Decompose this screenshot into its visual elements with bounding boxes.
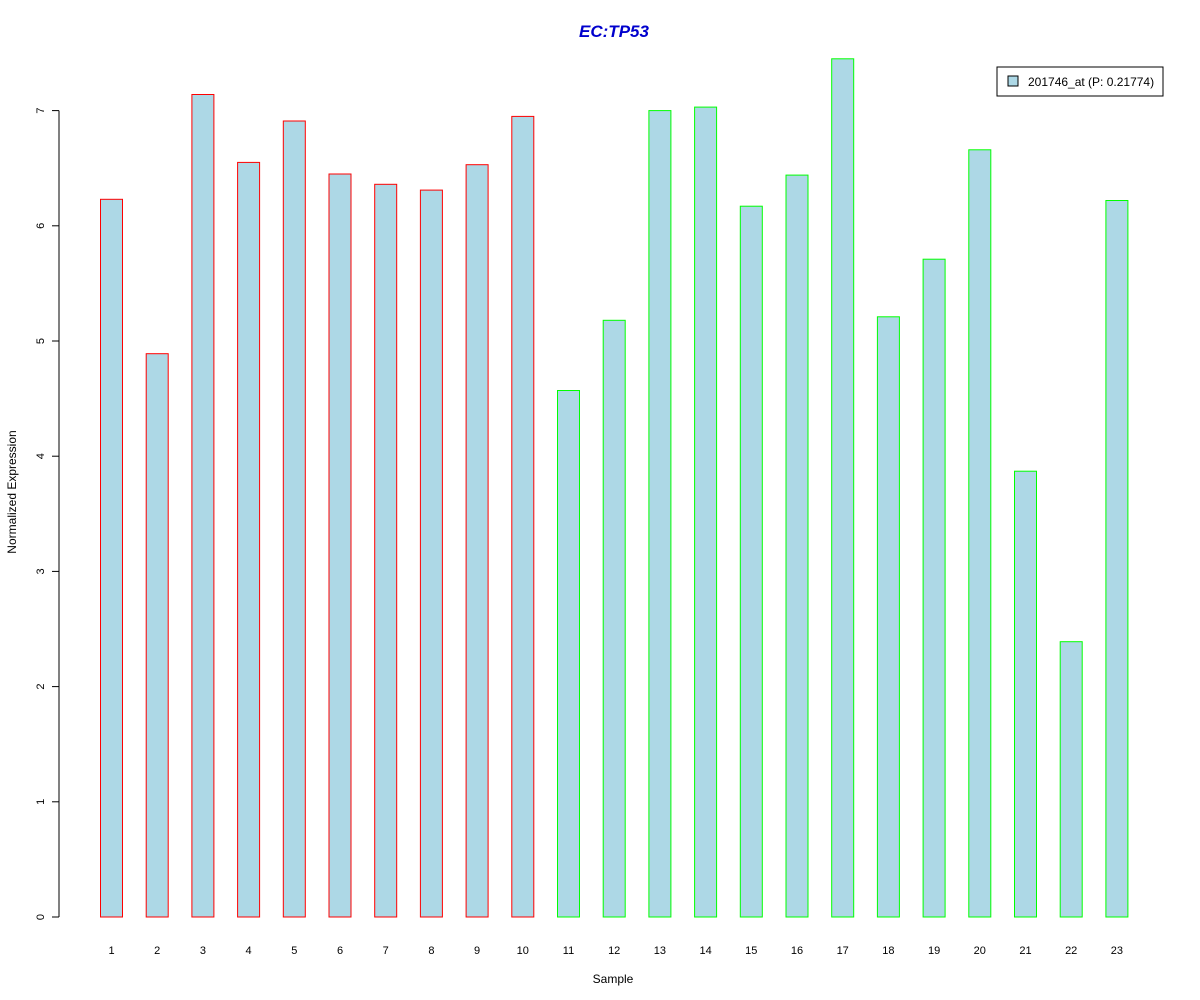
bar-sample-7 (374, 183, 398, 918)
x-tick-label: 6 (337, 945, 343, 957)
x-tick-label: 13 (654, 945, 666, 957)
legend: 201746_at (P: 0.21774) (996, 66, 1164, 97)
y-tick-label: 2 (35, 684, 47, 690)
y-tick-label: 1 (35, 799, 47, 805)
x-tick-label: 10 (517, 945, 529, 957)
y-tick-label: 3 (35, 568, 47, 574)
bar-sample-23 (1105, 200, 1129, 918)
x-tick-label: 5 (291, 945, 297, 957)
bar-sample-10 (511, 115, 535, 918)
y-tick-label: 0 (35, 914, 47, 920)
chart-title: EC:TP53 (579, 22, 649, 41)
bar-sample-3 (191, 94, 215, 918)
x-tick-label: 7 (383, 945, 389, 957)
x-tick-label: 19 (928, 945, 940, 957)
y-tick-label: 5 (35, 338, 47, 344)
bar-sample-18 (876, 316, 900, 918)
bar-sample-21 (1014, 470, 1037, 918)
y-axis-label: Normalized Expression (5, 430, 19, 553)
bar-sample-11 (557, 390, 580, 918)
bar-sample-2 (145, 353, 169, 918)
y-tick-label: 6 (35, 223, 47, 229)
x-tick-label: 16 (791, 945, 803, 957)
legend-swatch (1007, 75, 1019, 87)
bar-sample-19 (922, 258, 946, 918)
bar-sample-15 (739, 205, 763, 918)
bar-sample-14 (694, 106, 718, 918)
x-tick-label: 17 (837, 945, 849, 957)
x-tick-label: 15 (745, 945, 757, 957)
bar-sample-5 (282, 120, 306, 918)
x-tick-label: 2 (154, 945, 160, 957)
bar-sample-4 (237, 161, 261, 918)
bars (100, 58, 1129, 918)
bar-sample-20 (968, 149, 992, 918)
x-tick-label: 22 (1065, 945, 1077, 957)
x-tick-label: 14 (699, 945, 711, 957)
x-tick-label: 12 (608, 945, 620, 957)
bar-sample-6 (328, 173, 352, 918)
x-tick-label: 23 (1111, 945, 1123, 957)
x-tick-label: 3 (200, 945, 206, 957)
bar-sample-12 (602, 319, 626, 918)
x-tick-label: 4 (246, 945, 252, 957)
x-tick-label: 21 (1019, 945, 1031, 957)
y-axis: 0 1 2 3 4 5 6 7 (35, 108, 60, 920)
bar-sample-1 (100, 198, 123, 918)
y-tick-label: 7 (35, 108, 47, 114)
legend-label: 201746_at (P: 0.21774) (1028, 75, 1154, 89)
y-tick-label: 4 (35, 453, 47, 459)
legend-box (996, 66, 1164, 97)
x-tick-label: 9 (474, 945, 480, 957)
x-tick-label: 1 (108, 945, 114, 957)
x-tick-labels: 1 2 3 4 5 6 7 8 9 10 11 12 13 14 15 16 17 18 19 20 21 22 23 (108, 945, 1123, 957)
x-tick-label: 20 (974, 945, 986, 957)
bar-sample-16 (785, 174, 809, 918)
bar-sample-13 (648, 110, 672, 918)
x-tick-label: 11 (563, 945, 574, 957)
bar-sample-9 (465, 164, 489, 918)
bar-sample-22 (1059, 641, 1083, 918)
x-axis-label: Sample (593, 972, 634, 986)
bar-sample-8 (419, 189, 443, 918)
x-tick-label: 18 (882, 945, 894, 957)
bar-sample-17 (831, 58, 855, 918)
x-tick-label: 8 (428, 945, 434, 957)
